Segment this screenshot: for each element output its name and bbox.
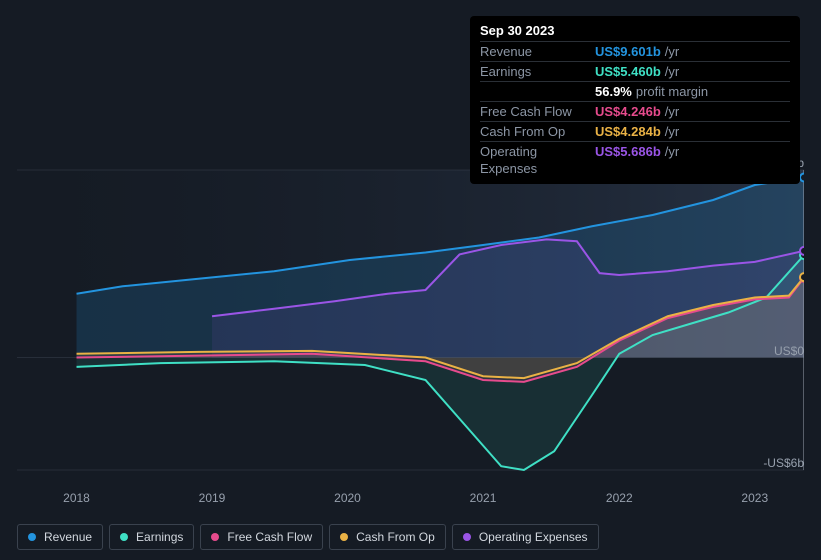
tooltip-row-suffix: /yr xyxy=(665,143,679,177)
legend-item-fcf[interactable]: Free Cash Flow xyxy=(200,524,323,550)
tooltip-row-label: Operating Expenses xyxy=(480,143,595,177)
legend-dot-icon xyxy=(211,533,219,541)
tooltip-row: 56.9%profit margin xyxy=(480,81,790,101)
y-axis-label: -US$6b xyxy=(22,456,804,470)
legend-item-opex[interactable]: Operating Expenses xyxy=(452,524,599,550)
tooltip-row-suffix: /yr xyxy=(665,63,679,80)
y-axis-label: US$0 xyxy=(22,344,804,358)
legend-item-label: Revenue xyxy=(44,530,92,544)
tooltip-row-label: Cash From Op xyxy=(480,123,595,140)
tooltip-row-value: US$9.601b xyxy=(595,43,661,60)
legend-dot-icon xyxy=(340,533,348,541)
series-end-dot-revenue xyxy=(800,173,804,181)
tooltip-row-value: US$5.686b xyxy=(595,143,661,177)
legend-item-label: Earnings xyxy=(136,530,183,544)
tooltip-date: Sep 30 2023 xyxy=(480,22,790,39)
tooltip-row-label xyxy=(480,83,595,100)
tooltip-row-suffix: /yr xyxy=(665,103,679,120)
x-axis-label: 2018 xyxy=(63,491,90,505)
x-axis-label: 2022 xyxy=(606,491,633,505)
series-end-dot-cfo xyxy=(800,273,804,281)
tooltip-row-label: Revenue xyxy=(480,43,595,60)
legend-item-revenue[interactable]: Revenue xyxy=(17,524,103,550)
tooltip-row-label: Free Cash Flow xyxy=(480,103,595,120)
legend-dot-icon xyxy=(28,533,36,541)
legend-item-earnings[interactable]: Earnings xyxy=(109,524,194,550)
legend-item-cfo[interactable]: Cash From Op xyxy=(329,524,446,550)
x-axis-label: 2023 xyxy=(741,491,768,505)
legend-item-label: Free Cash Flow xyxy=(227,530,312,544)
legend-dot-icon xyxy=(463,533,471,541)
chart-legend: Revenue Earnings Free Cash Flow Cash From O… xyxy=(17,524,599,550)
legend-item-label: Operating Expenses xyxy=(479,530,588,544)
legend-item-label: Cash From Op xyxy=(356,530,435,544)
tooltip-row-suffix: profit margin xyxy=(636,83,708,100)
tooltip-row: EarningsUS$5.460b/yr xyxy=(480,61,790,81)
tooltip-row-value: US$5.460b xyxy=(595,63,661,80)
tooltip-row-suffix: /yr xyxy=(665,123,679,140)
tooltip-row-label: Earnings xyxy=(480,63,595,80)
legend-dot-icon xyxy=(120,533,128,541)
tooltip-row-value: US$4.284b xyxy=(595,123,661,140)
x-axis-label: 2020 xyxy=(334,491,361,505)
tooltip-row: Free Cash FlowUS$4.246b/yr xyxy=(480,101,790,121)
tooltip-row: Cash From OpUS$4.284b/yr xyxy=(480,121,790,141)
tooltip-row: RevenueUS$9.601b/yr xyxy=(480,41,790,61)
tooltip-row-value: US$4.246b xyxy=(595,103,661,120)
chart-tooltip: Sep 30 2023 RevenueUS$9.601b/yrEarningsU… xyxy=(470,16,800,184)
x-axis-label: 2021 xyxy=(470,491,497,505)
series-end-dot-opex xyxy=(800,247,804,255)
tooltip-row-value: 56.9% xyxy=(595,83,632,100)
tooltip-row-suffix: /yr xyxy=(665,43,679,60)
tooltip-row: Operating ExpensesUS$5.686b/yr xyxy=(480,141,790,178)
x-axis-label: 2019 xyxy=(199,491,226,505)
